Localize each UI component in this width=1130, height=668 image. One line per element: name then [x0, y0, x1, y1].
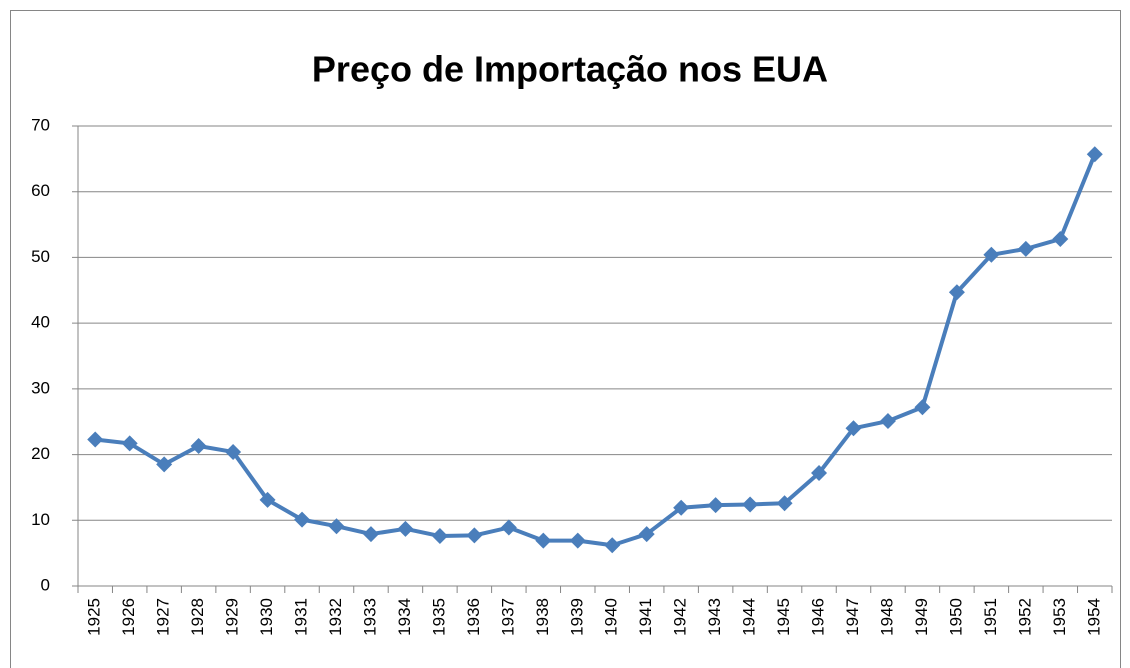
x-tick-label: 1952	[1015, 598, 1034, 636]
data-marker	[1052, 231, 1069, 248]
chart-title: Preço de Importação nos EUA	[312, 49, 828, 90]
y-tick-label: 30	[31, 378, 50, 397]
x-tick-label: 1940	[602, 598, 621, 636]
x-tick-label: 1944	[740, 598, 759, 636]
data-marker	[535, 532, 552, 549]
x-tick-label: 1935	[429, 598, 448, 636]
data-marker	[845, 420, 862, 437]
data-marker	[604, 537, 621, 554]
x-tick-label: 1937	[498, 598, 517, 636]
x-tick-label: 1950	[946, 598, 965, 636]
data-marker	[259, 491, 276, 508]
y-tick-label: 40	[31, 313, 50, 332]
data-marker	[362, 526, 379, 543]
x-tick-label: 1927	[154, 598, 173, 636]
x-tick-label: 1931	[292, 598, 311, 636]
x-tick-label: 1934	[395, 598, 414, 636]
data-marker	[156, 456, 173, 473]
data-marker	[225, 443, 242, 460]
y-tick-label: 20	[31, 444, 50, 463]
x-tick-label: 1929	[223, 598, 242, 636]
data-marker	[569, 532, 586, 549]
y-tick-label: 60	[31, 181, 50, 200]
data-marker	[466, 527, 483, 544]
data-line	[95, 153, 1097, 548]
y-tick-label: 70	[31, 115, 50, 134]
data-marker	[1086, 146, 1103, 163]
data-marker	[811, 464, 828, 481]
data-marker	[742, 496, 759, 513]
x-tick-label: 1954	[1084, 598, 1103, 636]
y-tick-label: 0	[41, 575, 50, 594]
data-marker	[1017, 240, 1034, 257]
x-tick-label: 1942	[671, 598, 690, 636]
y-tick-label: 50	[31, 247, 50, 266]
x-tick-label: 1930	[257, 598, 276, 636]
data-marker	[707, 497, 724, 514]
data-marker	[879, 413, 896, 430]
data-marker	[190, 438, 207, 455]
y-tick-label: 10	[31, 510, 50, 529]
x-tick-label: 1943	[705, 598, 724, 636]
data-marker	[638, 526, 655, 543]
data-marker	[87, 431, 104, 448]
data-marker	[914, 399, 931, 416]
data-marker	[983, 246, 1000, 263]
x-tick-label: 1932	[326, 598, 345, 636]
x-tick-label: 1949	[912, 598, 931, 636]
x-tick-label: 1947	[843, 598, 862, 636]
x-tick-label: 1933	[360, 598, 379, 636]
x-tick-label: 1941	[636, 598, 655, 636]
data-marker	[431, 528, 448, 545]
data-marker	[673, 499, 690, 516]
x-tick-label: 1939	[567, 598, 586, 636]
data-marker	[948, 284, 965, 301]
x-tick-label: 1938	[533, 598, 552, 636]
data-marker	[500, 519, 517, 536]
x-tick-label: 1946	[809, 598, 828, 636]
x-tick-label: 1936	[464, 598, 483, 636]
data-marker	[397, 520, 414, 537]
data-marker	[121, 435, 138, 452]
x-tick-label: 1928	[188, 598, 207, 636]
data-marker	[776, 495, 793, 512]
x-tick-label: 1948	[877, 598, 896, 636]
x-tick-label: 1926	[119, 598, 138, 636]
x-tick-label: 1925	[85, 598, 104, 636]
x-tick-label: 1945	[774, 598, 793, 636]
data-marker	[328, 518, 345, 535]
x-tick-label: 1951	[981, 598, 1000, 636]
chart-frame	[10, 10, 1121, 668]
x-tick-label: 1953	[1050, 598, 1069, 636]
data-marker	[294, 511, 311, 528]
